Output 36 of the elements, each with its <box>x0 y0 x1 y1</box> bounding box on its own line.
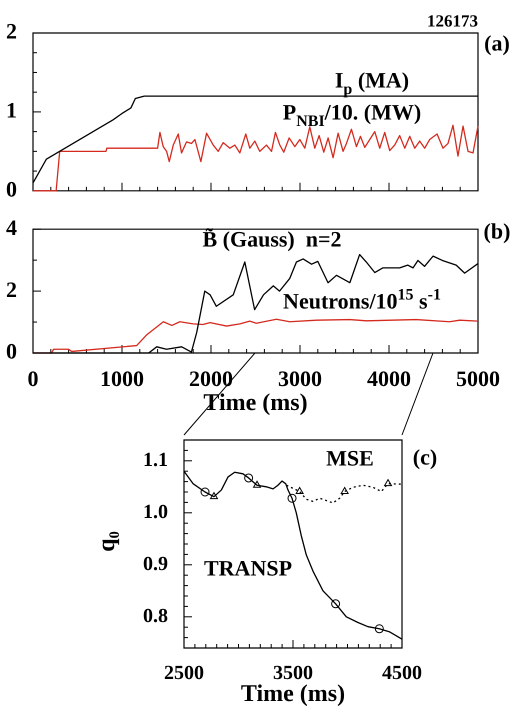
y-tick-label: 0.9 <box>143 552 168 575</box>
text: 126173 <box>427 11 478 30</box>
point <box>210 492 218 500</box>
point <box>200 488 210 496</box>
y-tick-label: 1 <box>6 98 17 123</box>
text: (b) <box>484 218 510 244</box>
x-tick-label: 3000 <box>278 366 322 391</box>
x-tick-label: 5000 <box>456 366 500 391</box>
x-tick-label: 1000 <box>100 366 144 391</box>
series-label: B̃ (Gauss) n=2 <box>202 226 342 252</box>
point <box>331 599 340 608</box>
point <box>244 473 254 482</box>
text: (a) <box>484 30 510 56</box>
series-label: TRANSP <box>204 556 292 581</box>
y-tick-label: 2 <box>6 276 17 302</box>
series-label: MSE <box>326 446 374 471</box>
y-tick-label: 4 <box>6 214 17 240</box>
x-tick-label: 4500 <box>382 662 422 684</box>
y-tick-label: 0.8 <box>143 604 168 627</box>
y-tick-label: 1.1 <box>143 448 168 471</box>
y-tick-label: 0 <box>6 338 17 364</box>
point <box>384 479 392 486</box>
y-tick-label: 0 <box>6 176 17 202</box>
y-tick-label: 1.0 <box>143 500 168 523</box>
point <box>253 480 261 488</box>
x-tick-label: 2000 <box>189 366 233 391</box>
point <box>374 624 384 634</box>
point <box>296 486 304 494</box>
x-tick-label: 0 <box>28 366 38 391</box>
point <box>340 486 349 494</box>
y-axis-title: q₀ <box>94 531 120 552</box>
point <box>288 494 297 503</box>
x-tick-label: 2500 <box>164 662 204 684</box>
text: (c) <box>412 444 438 470</box>
x-tick-label: 4000 <box>367 366 411 391</box>
y-tick-label: 2 <box>6 18 17 44</box>
